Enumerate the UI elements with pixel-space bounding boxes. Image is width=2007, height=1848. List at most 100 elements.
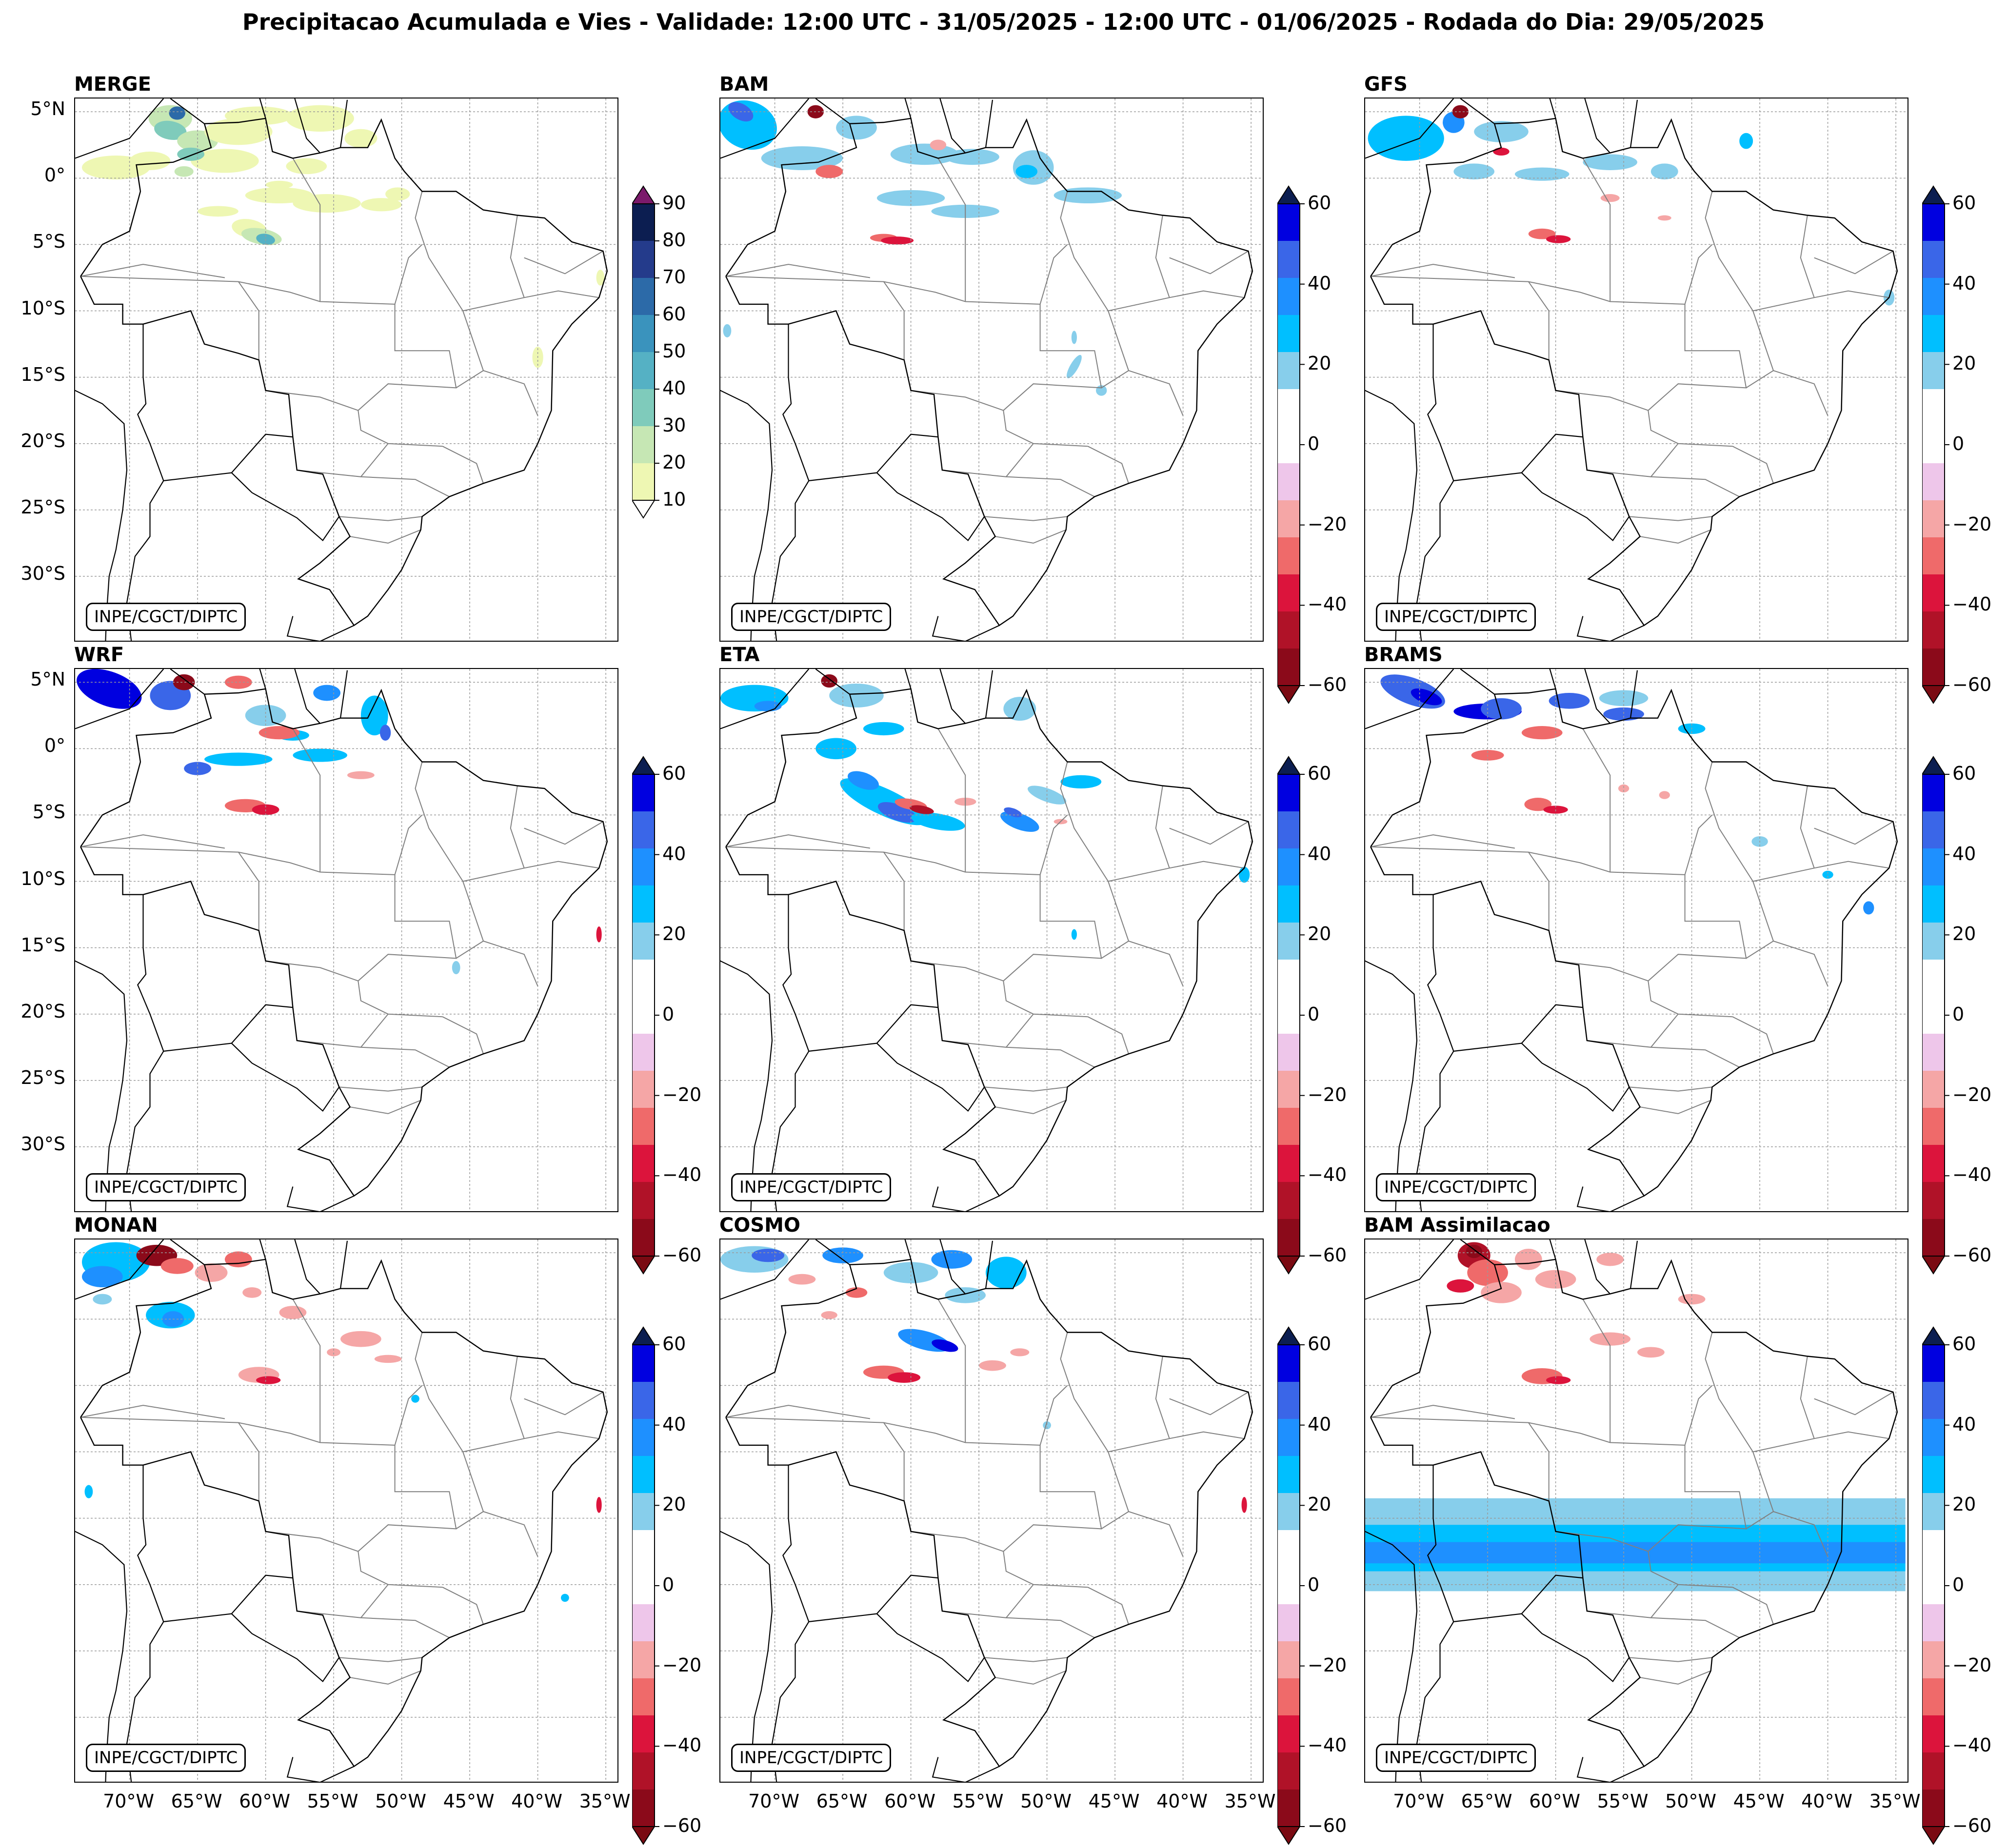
colorbar-segment bbox=[632, 1567, 655, 1604]
map-panel: INPE/CGCT/DIPTC bbox=[74, 668, 618, 1212]
colorbar-segment bbox=[1277, 1530, 1300, 1567]
colorbar-tick-label: −40 bbox=[1952, 1164, 1992, 1186]
colorbar-segment bbox=[1277, 352, 1300, 389]
colorbar-segment bbox=[1922, 537, 1945, 574]
colorbar-svg bbox=[1921, 1326, 1949, 1845]
state-border bbox=[937, 1298, 966, 1443]
field-blob bbox=[340, 1331, 381, 1347]
lon-tick-label: 60°W bbox=[1529, 1790, 1581, 1812]
colorbar-tick-label: 60 bbox=[1308, 763, 1331, 784]
lon-tick-label: 70°W bbox=[1393, 1790, 1445, 1812]
colorbar-segment bbox=[632, 1382, 655, 1419]
colorbar-segment bbox=[1277, 537, 1300, 574]
colorbar-under-arrow bbox=[1276, 1826, 1301, 1845]
colorbar-segment bbox=[632, 848, 655, 885]
field-layer bbox=[81, 1242, 602, 1602]
colorbar-tick-label: 20 bbox=[1952, 353, 1976, 374]
state-border bbox=[1003, 1445, 1102, 1588]
state-border bbox=[360, 1046, 450, 1068]
field-blob bbox=[888, 1372, 921, 1383]
state-border bbox=[1528, 1422, 1550, 1501]
colorbar-segment bbox=[1922, 1715, 1945, 1752]
map-svg bbox=[75, 98, 617, 641]
state-border bbox=[442, 1587, 484, 1625]
colorbar-tick-label: −40 bbox=[1952, 593, 1992, 615]
colorbar-segment bbox=[632, 1789, 655, 1827]
lat-tick-label: 5°N bbox=[30, 668, 65, 690]
colorbar-segment bbox=[632, 1219, 655, 1256]
field-blob bbox=[184, 762, 211, 775]
state-border bbox=[1640, 1670, 1711, 1685]
field-blob bbox=[1241, 1497, 1247, 1513]
field-blob bbox=[1618, 784, 1629, 793]
colorbar-segment bbox=[632, 811, 655, 848]
map-svg bbox=[1365, 669, 1908, 1211]
state-border bbox=[1800, 786, 1815, 868]
state-border bbox=[942, 443, 1034, 477]
field-blob bbox=[256, 1376, 281, 1384]
lat-tick-label: 30°S bbox=[20, 562, 65, 584]
field-blob bbox=[1528, 228, 1556, 239]
state-border bbox=[350, 529, 421, 544]
country-border bbox=[1584, 669, 1611, 724]
lat-tick-label: 5°S bbox=[32, 231, 65, 253]
state-border bbox=[80, 846, 395, 875]
colorbar-tick-label: −40 bbox=[662, 1734, 702, 1756]
colorbar-segment bbox=[1922, 389, 1945, 426]
state-border bbox=[339, 1657, 422, 1662]
country-border bbox=[259, 98, 266, 119]
colorbar-segment bbox=[1277, 1219, 1300, 1256]
country-border bbox=[1365, 98, 1454, 159]
colorbar-segment bbox=[632, 923, 655, 960]
state-border bbox=[80, 834, 225, 849]
coastline bbox=[1365, 1531, 1418, 1782]
colorbar-tick-label: 0 bbox=[1952, 433, 1965, 454]
state-border bbox=[292, 1298, 321, 1443]
field-blob bbox=[932, 1339, 958, 1352]
colorbar-segment bbox=[1277, 426, 1300, 463]
colorbar-under-arrow bbox=[631, 1826, 656, 1845]
state-border bbox=[1648, 874, 1747, 1018]
gridlines bbox=[720, 98, 1263, 641]
colorbar-over-arrow bbox=[631, 185, 656, 204]
field-blob bbox=[876, 190, 945, 206]
colorbar-tick-label: 90 bbox=[662, 192, 686, 214]
colorbar-tick-label: 40 bbox=[1308, 272, 1331, 294]
field-blob bbox=[1546, 235, 1571, 243]
colorbar: 60 40 20 0 −20 −40 −60 bbox=[1276, 1325, 1347, 1848]
colorbar-segment bbox=[1277, 1182, 1300, 1219]
colorbar-tick-label: −60 bbox=[1308, 1244, 1347, 1266]
coastline bbox=[1365, 390, 1418, 641]
country-border bbox=[782, 894, 938, 1052]
colorbar-segment bbox=[632, 1108, 655, 1145]
map-panel: INPE/CGCT/DIPTC bbox=[1364, 98, 1908, 642]
state-border bbox=[1650, 1617, 1740, 1638]
state-border bbox=[1371, 1405, 1515, 1419]
colorbar-segment bbox=[1922, 1071, 1945, 1108]
colorbar-tick-label: 60 bbox=[1952, 192, 1976, 214]
colorbar-tick-label: 20 bbox=[1308, 353, 1331, 374]
state-border bbox=[1101, 370, 1184, 416]
lon-tick-label: 55°W bbox=[307, 1790, 358, 1812]
country-border bbox=[339, 1240, 348, 1289]
country-border bbox=[985, 670, 994, 718]
colorbar-tick-label: −60 bbox=[1952, 674, 1992, 695]
state-border bbox=[726, 264, 871, 278]
colorbar-tick-label: 0 bbox=[1952, 1574, 1965, 1595]
colorbar-segment bbox=[1922, 923, 1945, 960]
colorbar-tick-label: −20 bbox=[1308, 1083, 1347, 1105]
state-border bbox=[360, 1617, 450, 1638]
colorbar-tick-label: 40 bbox=[1952, 272, 1976, 294]
borders bbox=[720, 1239, 1253, 1782]
field-blob bbox=[327, 1348, 341, 1357]
map-panel: INPE/CGCT/DIPTC bbox=[719, 98, 1264, 642]
state-border bbox=[1648, 304, 1747, 447]
field-blob bbox=[815, 738, 856, 760]
gridlines bbox=[1365, 98, 1908, 641]
colorbar-tick-label: −40 bbox=[1308, 1734, 1347, 1756]
colorbar-tick-label: 20 bbox=[662, 452, 686, 473]
borders bbox=[75, 669, 608, 1211]
country-border bbox=[1629, 99, 1638, 148]
colorbar-segment bbox=[1277, 960, 1300, 997]
colorbar-segment bbox=[1277, 1145, 1300, 1182]
